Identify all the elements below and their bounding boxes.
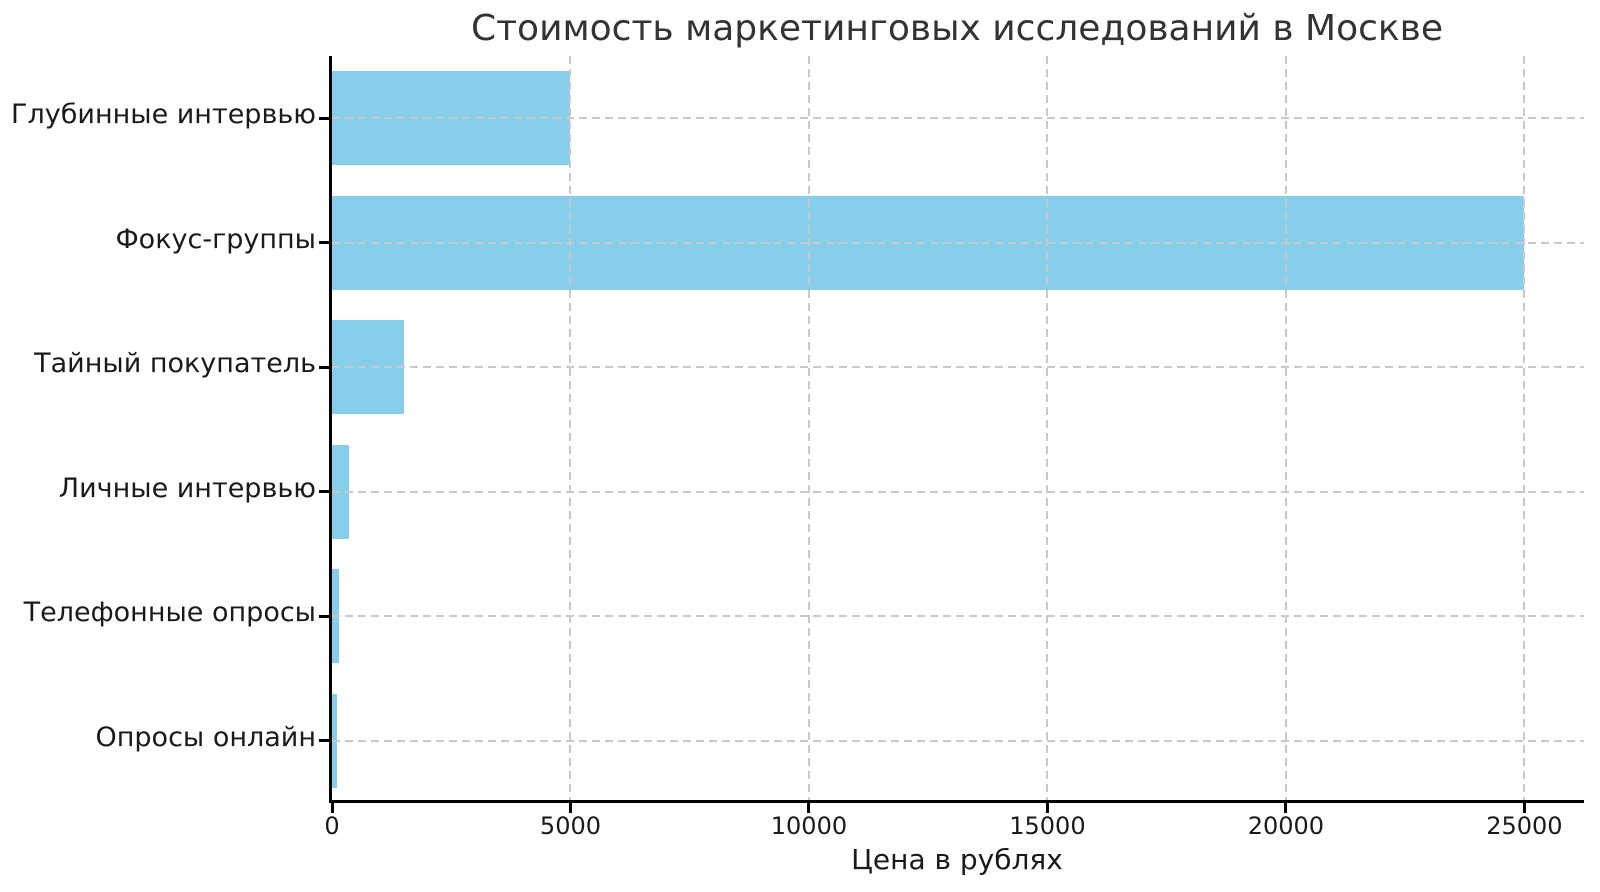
bar-row <box>319 430 1584 555</box>
plot-inner <box>319 56 1584 813</box>
x-tick-label: 20000 <box>1247 812 1325 840</box>
y-tick-label: Телефонные опросы <box>23 597 316 629</box>
gridline-horizontal <box>332 366 1584 369</box>
x-tick-mark <box>568 803 572 813</box>
bar-row <box>319 305 1584 430</box>
y-tick-mark <box>319 739 329 743</box>
x-tick-label: 5000 <box>539 812 602 840</box>
y-tick-mark <box>319 365 329 369</box>
bar-row <box>319 679 1584 804</box>
x-tick-mark <box>330 803 334 813</box>
x-tick-label: 15000 <box>1009 812 1086 840</box>
gridline-horizontal <box>332 117 1584 120</box>
x-tick-mark <box>1045 803 1049 813</box>
gridline-vertical <box>569 56 572 800</box>
x-axis-title: Цена в рублях <box>851 843 1063 876</box>
gridline-vertical <box>1284 56 1287 800</box>
gridline-horizontal <box>332 739 1584 742</box>
gridline-vertical <box>1523 56 1526 800</box>
x-tick-mark <box>807 803 811 813</box>
bar-row <box>319 56 1584 181</box>
x-tick-label: 25000 <box>1486 812 1563 840</box>
x-tick-mark <box>1522 803 1526 813</box>
x-tick-label: 0 <box>324 812 340 840</box>
gridline-horizontal <box>332 615 1584 618</box>
gridline-horizontal <box>332 241 1584 244</box>
chart-title: Стоимость маркетинговых исследований в М… <box>470 8 1444 49</box>
bar-row <box>319 181 1584 306</box>
y-tick-mark <box>319 241 329 245</box>
y-tick-label: Опросы онлайн <box>95 721 316 753</box>
plot-area <box>319 56 1584 813</box>
y-tick-mark <box>319 490 329 494</box>
y-tick-mark <box>319 116 329 120</box>
bar-row <box>319 554 1584 679</box>
y-tick-label: Глубинные интервью <box>11 99 316 131</box>
x-tick-label: 10000 <box>770 812 848 840</box>
y-tick-mark <box>319 614 329 618</box>
gridline-vertical <box>807 56 810 800</box>
x-tick-mark <box>1284 803 1288 813</box>
y-tick-label: Тайный покупатель <box>34 348 316 380</box>
gridline-vertical <box>1046 56 1049 800</box>
y-tick-label: Личные интервью <box>58 472 316 504</box>
gridline-horizontal <box>332 490 1584 493</box>
y-tick-label: Фокус-группы <box>115 223 316 255</box>
